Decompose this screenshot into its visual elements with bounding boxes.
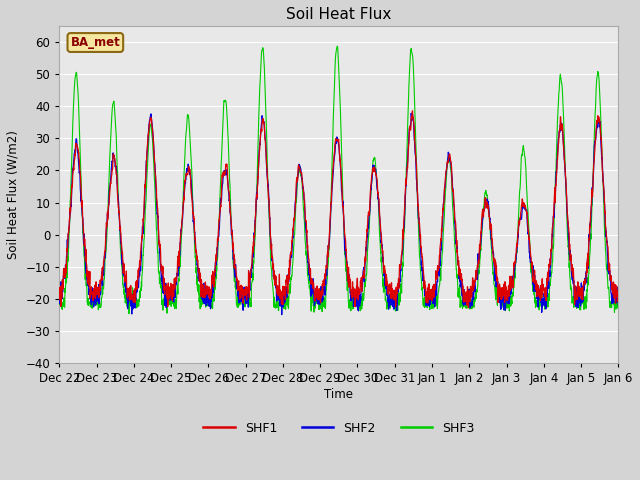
Y-axis label: Soil Heat Flux (W/m2): Soil Heat Flux (W/m2) xyxy=(7,130,20,259)
Title: Soil Heat Flux: Soil Heat Flux xyxy=(286,7,392,22)
Legend: SHF1, SHF2, SHF3: SHF1, SHF2, SHF3 xyxy=(198,417,479,440)
Text: BA_met: BA_met xyxy=(70,36,120,49)
X-axis label: Time: Time xyxy=(324,388,353,401)
